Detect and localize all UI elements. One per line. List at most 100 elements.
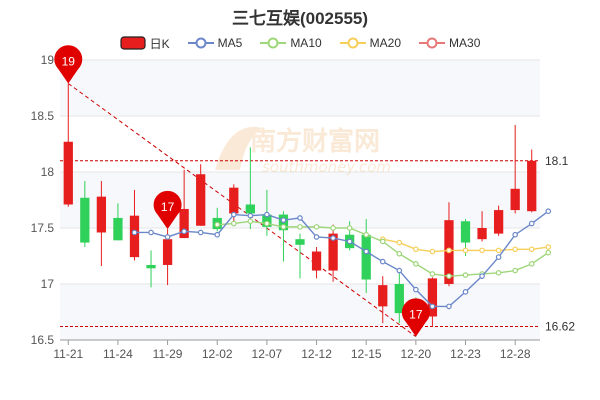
pin-label: 17 (409, 308, 423, 322)
ma10-point (379, 238, 386, 245)
ma10-point (413, 261, 419, 267)
watermark-text: 南方财富网 (250, 126, 380, 157)
pin-icon (401, 298, 430, 337)
legend-label: MA30 (449, 36, 481, 50)
ma5-point (230, 211, 237, 218)
candle-up (378, 276, 388, 324)
ma5-point (247, 212, 254, 219)
ma10-point (446, 273, 452, 279)
grid-band (60, 60, 540, 116)
ma5-point (396, 267, 403, 274)
ma5-point (264, 211, 270, 218)
candle-body (311, 251, 322, 271)
candle-body (510, 188, 520, 211)
ma10-point (462, 272, 469, 278)
candle-up (311, 247, 322, 279)
ma5-point (197, 229, 204, 236)
ma20-point (512, 246, 518, 253)
legend-swatch (419, 37, 446, 49)
ma20-point (479, 247, 485, 254)
ma20-point (545, 244, 552, 250)
y-tick-label: 19 (41, 53, 55, 67)
x-tick-label: 11-24 (103, 347, 133, 361)
ma5-point (214, 231, 221, 238)
reference-line-label: 18.1 (545, 154, 569, 168)
legend-item-ma10[interactable]: MA10 (260, 36, 322, 50)
y-tick-label: 17.5 (31, 221, 55, 235)
ma10-point (495, 269, 502, 276)
candle-down (295, 233, 305, 279)
x-tick-label: 12-23 (450, 347, 481, 361)
candle-up (63, 83, 73, 207)
candle-down (361, 219, 371, 293)
ma20-point (413, 246, 419, 253)
candle-body (179, 208, 189, 239)
ma5-point (313, 234, 320, 240)
candle-up (96, 180, 107, 267)
candle-up (493, 205, 504, 236)
x-tick-label: 12-20 (401, 347, 432, 361)
ma5-point (131, 229, 138, 236)
ma10-point (512, 267, 518, 274)
ma20-point (462, 247, 469, 254)
x-tick-label: 12-28 (500, 347, 531, 361)
ma10-point (230, 220, 237, 227)
ma5-point (495, 254, 502, 260)
y-tick-label: 16.5 (31, 333, 55, 347)
pin-icon (153, 190, 182, 230)
x-tick-label: 11-29 (153, 347, 183, 361)
ma20-point (396, 239, 403, 246)
ma20-point (446, 247, 452, 254)
candle-body (460, 221, 471, 243)
legend-swatch (260, 37, 287, 49)
candle-body (229, 187, 239, 214)
ma10-point (363, 231, 370, 238)
x-tick-label: 12-15 (351, 347, 382, 361)
ma10-point (297, 224, 303, 230)
pin-marker: 17 (153, 190, 182, 230)
candle-body (262, 214, 272, 227)
ma5-point (528, 220, 535, 227)
watermark-url: southmoney.com (262, 158, 391, 176)
candle-body (63, 141, 73, 205)
ma5-point (479, 273, 485, 279)
ma5-point (413, 286, 419, 293)
candle-up (328, 224, 338, 282)
candle-body (427, 278, 438, 317)
legend-swatch (187, 37, 214, 49)
y-tick-label: 17 (41, 277, 55, 291)
ma5-point (462, 289, 469, 295)
candle-body (113, 217, 123, 241)
ma5-point (379, 258, 386, 265)
candle-body (196, 174, 206, 226)
ma10-point (346, 225, 353, 231)
legend-label: MA20 (369, 36, 402, 50)
watermark-swoosh-icon (215, 126, 262, 170)
ma10-point (528, 261, 535, 267)
pin-label: 17 (161, 200, 175, 214)
ma5-point (148, 229, 154, 236)
x-tick-label: 11-21 (53, 347, 83, 361)
candle-down (394, 272, 404, 324)
ma5-point (297, 215, 303, 221)
legend-item-ma20[interactable]: MA20 (339, 36, 402, 50)
legend-item-ma5[interactable]: MA5 (187, 36, 242, 50)
ma20-point (495, 247, 502, 254)
legend-label: 日K (149, 36, 170, 51)
ma5-point (164, 234, 171, 240)
ma10-point (280, 224, 287, 230)
candle-up (477, 211, 487, 242)
ma10-point (545, 249, 552, 256)
candle-up (196, 164, 206, 226)
legend-label: MA10 (290, 36, 322, 50)
candle-body (493, 210, 504, 234)
legend-item-日k[interactable]: 日K (120, 35, 170, 52)
ma10-point (264, 220, 270, 227)
legend-item-ma30[interactable]: MA30 (419, 36, 480, 50)
candle-body (295, 239, 305, 245)
pin-marker: 17 (401, 298, 430, 337)
candle-body (245, 204, 255, 214)
candle-body (378, 285, 388, 307)
